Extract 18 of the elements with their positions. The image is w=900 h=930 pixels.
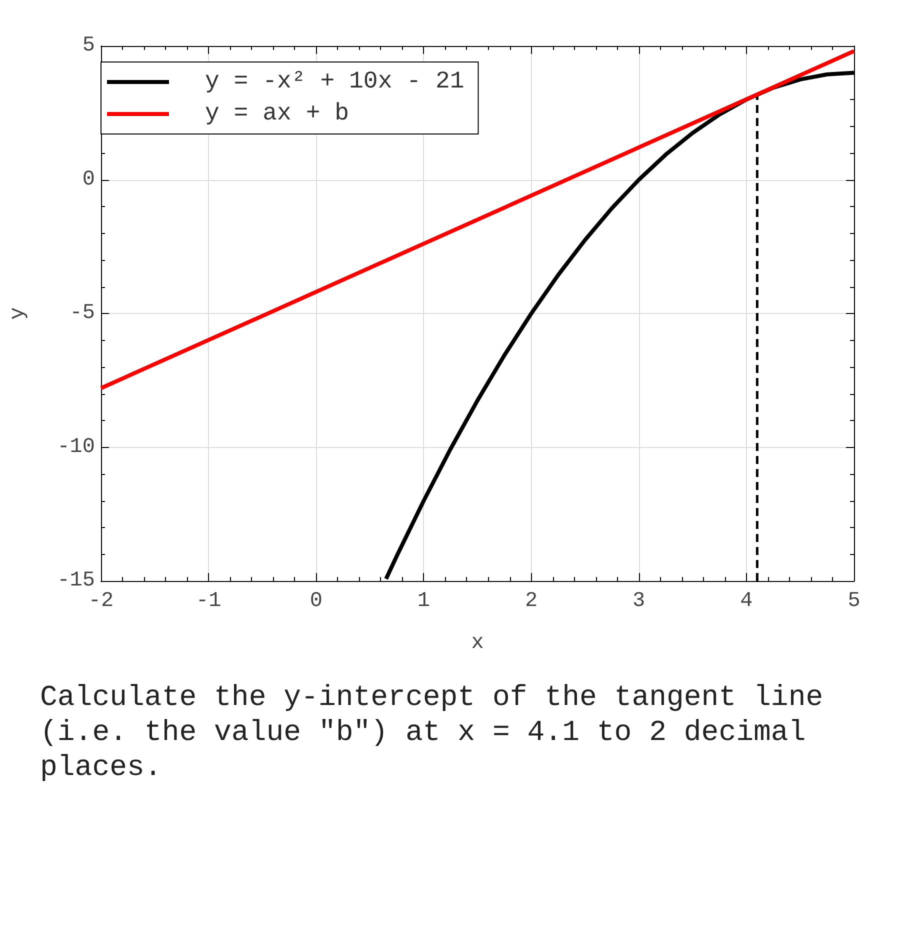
y-tick-label: 0 bbox=[82, 168, 95, 192]
y-tick-label: -10 bbox=[57, 436, 95, 459]
x-tick-label: -2 bbox=[88, 590, 114, 613]
x-axis-title: x bbox=[471, 632, 484, 655]
y-tick-label: 5 bbox=[82, 34, 95, 58]
x-tick-label: 2 bbox=[524, 590, 538, 613]
x-tick-label: 5 bbox=[848, 590, 860, 613]
x-tick-label: 0 bbox=[310, 590, 322, 613]
x-tick-label: 1 bbox=[417, 590, 430, 613]
y-axis-title: y bbox=[7, 307, 30, 320]
x-tick-label: 3 bbox=[632, 590, 646, 613]
x-tick-label: -1 bbox=[196, 590, 222, 613]
y-tick-label: -15 bbox=[57, 570, 95, 592]
legend-label: y = -x² + 10x - 21 bbox=[205, 68, 464, 96]
legend-label: y = ax + b bbox=[205, 100, 350, 128]
y-tick-label: -5 bbox=[70, 302, 95, 325]
x-tick-label: 4 bbox=[740, 590, 753, 613]
text: Calculate the y-intercept of the tangent line (i.e. the value "b") at x = 4.1 to 2 decimal places. bbox=[40, 680, 824, 785]
